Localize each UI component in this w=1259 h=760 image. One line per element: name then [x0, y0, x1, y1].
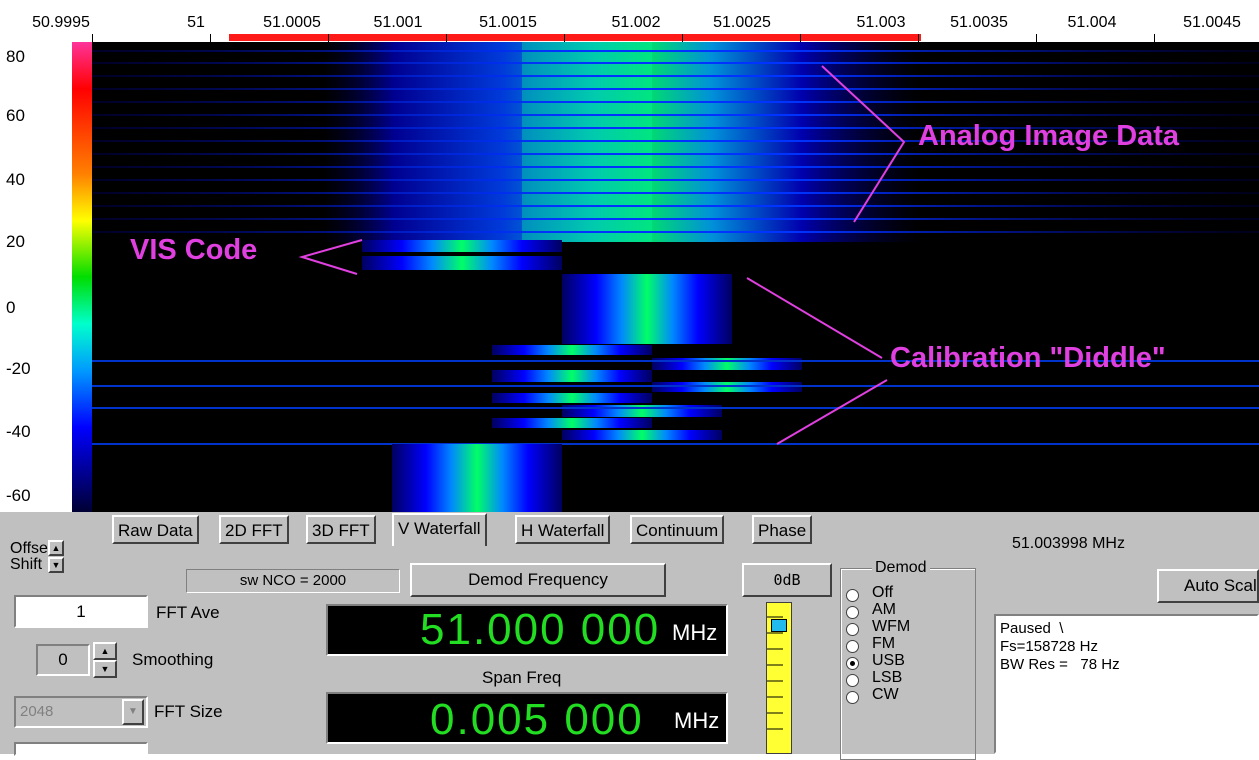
x-tick-mark: [446, 34, 447, 42]
span-freq-label: Span Freq: [482, 668, 562, 687]
x-tick-label: 51.002: [611, 14, 661, 31]
span-indicator-bar: [229, 34, 921, 41]
status-line-paused: Paused \: [1000, 620, 1064, 637]
x-tick-label: 51.001: [373, 14, 423, 31]
demod-radio-fm[interactable]: [846, 640, 859, 653]
smoothing-up-button[interactable]: ▲: [93, 642, 117, 660]
tab-h-waterfall[interactable]: H Waterfall: [515, 515, 611, 544]
x-tick-mark: [210, 34, 211, 42]
demod-frequency-unit: MHz: [672, 620, 718, 645]
span-frequency-value: 0.005 000: [430, 695, 644, 744]
y-tick-label: 20: [6, 232, 25, 251]
demod-option-cw: CW: [872, 686, 899, 703]
span-frequency-unit: MHz: [674, 708, 720, 733]
x-tick-mark: [800, 34, 801, 42]
x-tick-label: 51.0045: [1183, 14, 1241, 31]
waterfall-canvas: [92, 42, 1259, 512]
shift-label: Shift: [10, 556, 43, 573]
x-tick-label: 51.0005: [263, 14, 321, 31]
smoothing-label: Smoothing: [132, 650, 214, 669]
demod-option-usb: USB: [872, 652, 905, 669]
x-tick-label: 51: [187, 14, 205, 31]
frequency-axis: 50.9995 51 51.0005 51.001 51.0015 51.002…: [0, 0, 1259, 42]
zero-db-button[interactable]: 0dB: [742, 563, 832, 597]
y-tick-label: -20: [6, 359, 31, 378]
demod-option-wfm: WFM: [872, 618, 911, 635]
smoothing-value: 0: [58, 650, 68, 669]
x-tick-label: 51.003: [856, 14, 906, 31]
demod-radio-wfm[interactable]: [846, 623, 859, 636]
x-tick-label: 51.0015: [479, 14, 537, 31]
annotation-analog-image-data: Analog Image Data: [918, 120, 1180, 152]
offset-shift-down-button[interactable]: ▼: [48, 557, 64, 573]
fft-size-dropdown-button[interactable]: ▼: [122, 699, 144, 725]
gain-slider-thumb[interactable]: [771, 619, 787, 632]
tab-phase[interactable]: Phase: [752, 515, 813, 544]
x-tick-mark: [328, 34, 329, 42]
frequency-readout: 51.003998 MHz: [1012, 535, 1125, 552]
y-tick-label: -60: [6, 486, 31, 505]
annotation-vis-code: VIS Code: [130, 234, 258, 266]
status-line-fs: Fs=158728 Hz: [1000, 638, 1098, 655]
status-textbox[interactable]: Paused \ Fs=158728 Hz BW Res = 78 Hz: [994, 614, 1259, 754]
gain-slider-track[interactable]: [766, 602, 792, 754]
demod-frequency-value: 51.000 000: [420, 605, 661, 654]
demod-radio-usb[interactable]: [846, 657, 859, 670]
time-axis: 80 60 40 20 0 -20 -40 -60: [0, 42, 72, 512]
demod-option-off: Off: [872, 584, 894, 601]
fft-size-label: FFT Size: [154, 702, 223, 721]
demod-radio-off[interactable]: [846, 589, 859, 602]
status-line-bwres: BW Res = 78 Hz: [1000, 656, 1120, 673]
offset-label: Offset: [10, 540, 53, 557]
demod-radio-cw[interactable]: [846, 691, 859, 704]
demod-groupbox: [840, 568, 976, 760]
y-tick-label: 40: [6, 170, 25, 189]
y-tick-label: 60: [6, 106, 25, 125]
demod-radio-lsb[interactable]: [846, 674, 859, 687]
annotation-calibration-diddle: Calibration "Diddle": [890, 342, 1166, 374]
y-tick-label: -40: [6, 422, 31, 441]
tab-2d-fft[interactable]: 2D FFT: [219, 515, 289, 544]
color-scale-bar: [72, 42, 92, 512]
x-tick-label: 50.9995: [32, 14, 90, 31]
tab-3d-fft[interactable]: 3D FFT: [306, 515, 376, 544]
x-tick-mark: [92, 34, 93, 42]
fft-ave-value: 1: [76, 602, 86, 621]
fft-size-value: 2048: [20, 703, 54, 720]
tab-continuum[interactable]: Continuum: [630, 515, 725, 544]
smoothing-input[interactable]: 0: [36, 644, 90, 676]
smoothing-down-button[interactable]: ▼: [93, 660, 117, 678]
x-tick-mark: [1036, 34, 1037, 42]
sw-nco-text: sw NCO = 2000: [239, 572, 347, 589]
x-tick-label: 51.0025: [713, 14, 771, 31]
x-tick-mark: [564, 34, 565, 42]
demod-option-am: AM: [872, 601, 896, 618]
demod-radio-am[interactable]: [846, 606, 859, 619]
demod-frequency-display: 51.000 000 MHz: [326, 604, 728, 656]
tab-v-waterfall[interactable]: V Waterfall: [392, 513, 487, 546]
fft-ave-input[interactable]: 1: [14, 595, 148, 628]
y-tick-label: 0: [6, 298, 16, 317]
gain-scale-ticks: [767, 616, 783, 730]
tab-raw-data[interactable]: Raw Data: [112, 515, 199, 544]
demod-option-lsb: LSB: [872, 669, 903, 686]
x-tick-mark: [682, 34, 683, 42]
x-tick-mark: [918, 34, 919, 42]
demod-group-title: Demod: [872, 559, 930, 577]
demod-frequency-button[interactable]: Demod Frequency: [410, 563, 666, 597]
demod-option-fm: FM: [872, 635, 896, 652]
x-tick-label: 51.004: [1067, 14, 1117, 31]
x-tick-label: 51.0035: [950, 14, 1008, 31]
waterfall-plot[interactable]: Analog Image Data VIS Code Calibration "…: [92, 42, 1259, 512]
offset-shift-up-button[interactable]: ▲: [48, 540, 64, 556]
sw-nco-display: sw NCO = 2000: [186, 569, 400, 593]
y-tick-label: 80: [6, 47, 25, 66]
span-frequency-display: 0.005 000 MHz: [326, 692, 728, 744]
fft-ave-label: FFT Ave: [156, 603, 220, 622]
x-tick-mark: [1154, 34, 1155, 42]
auto-scale-button[interactable]: Auto Scal: [1157, 569, 1259, 603]
